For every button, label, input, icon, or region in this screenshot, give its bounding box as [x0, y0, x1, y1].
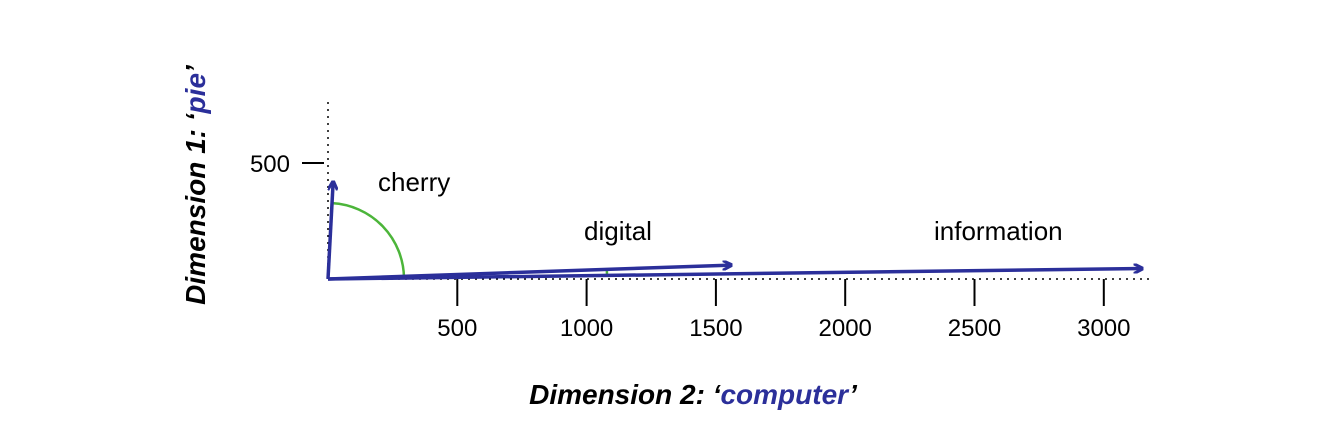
y-axis-ticks: 500 — [250, 151, 324, 178]
label-cherry: cherry — [378, 167, 450, 197]
label-digital: digital — [584, 216, 652, 246]
angle-arc-cherry — [331, 201, 406, 279]
x-tick-label-2500: 2500 — [948, 315, 1001, 342]
label-information: information — [934, 216, 1063, 246]
x-tick-label-2000: 2000 — [819, 315, 872, 342]
x-tick-label-1000: 1000 — [560, 315, 613, 342]
y-tick-label-500: 500 — [250, 151, 290, 178]
vector-cherry — [326, 182, 333, 280]
y-axis-title: Dimension 1: ‘pie’ — [180, 64, 211, 305]
vector-information — [327, 269, 1143, 281]
x-axis-title: Dimension 2: ‘computer’ — [529, 379, 858, 410]
x-tick-label-1500: 1500 — [689, 315, 742, 342]
x-tick-label-500: 500 — [437, 315, 477, 342]
x-tick-label-3000: 3000 — [1077, 315, 1130, 342]
x-axis-ticks: 500 1000 1500 2000 2500 3000 — [437, 279, 1130, 342]
